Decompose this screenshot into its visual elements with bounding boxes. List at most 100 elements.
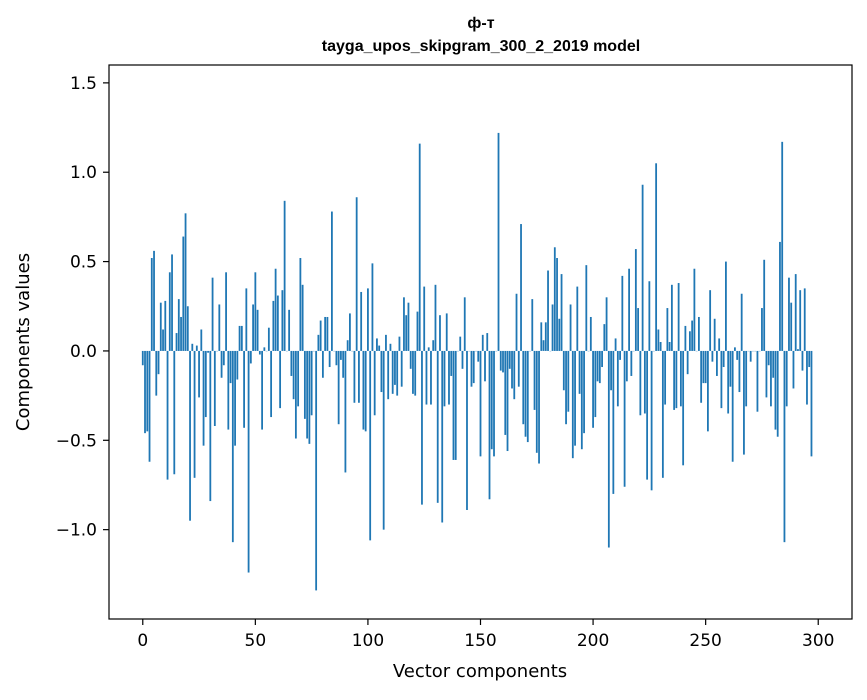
bar-222 bbox=[642, 185, 644, 351]
bar-42 bbox=[236, 351, 238, 380]
bar-20 bbox=[187, 306, 189, 351]
chart-subtitle: tayga_upos_skipgram_300_2_2019 model bbox=[322, 38, 640, 55]
bar-74 bbox=[308, 351, 310, 444]
bar-214 bbox=[624, 351, 626, 487]
bar-151 bbox=[482, 335, 484, 351]
bar-210 bbox=[615, 338, 617, 351]
bar-127 bbox=[428, 347, 430, 351]
bar-284 bbox=[781, 142, 783, 351]
bar-263 bbox=[734, 347, 736, 351]
bar-235 bbox=[671, 285, 673, 351]
bar-173 bbox=[531, 299, 533, 351]
bar-240 bbox=[682, 351, 684, 465]
bar-211 bbox=[617, 351, 619, 406]
bar-26 bbox=[200, 329, 202, 350]
bar-183 bbox=[554, 247, 556, 351]
bar-283 bbox=[779, 242, 781, 351]
bar-207 bbox=[608, 351, 610, 548]
bar-29 bbox=[207, 351, 209, 353]
bar-90 bbox=[345, 351, 347, 473]
bar-264 bbox=[736, 351, 738, 360]
bar-13 bbox=[171, 254, 173, 351]
bar-256 bbox=[718, 338, 720, 351]
bar-253 bbox=[712, 351, 714, 362]
bar-168 bbox=[520, 224, 522, 351]
bar-100 bbox=[367, 288, 369, 351]
bar-119 bbox=[410, 351, 412, 369]
bar-109 bbox=[387, 351, 389, 399]
y-axis-ticks: −1.0−0.50.00.51.01.5 bbox=[56, 74, 109, 541]
bar-116 bbox=[403, 297, 405, 351]
bar-208 bbox=[610, 351, 612, 390]
bar-73 bbox=[306, 351, 308, 439]
bar-250 bbox=[705, 351, 707, 383]
bar-223 bbox=[644, 351, 646, 414]
bar-159 bbox=[500, 351, 502, 371]
bar-59 bbox=[275, 269, 277, 351]
bar-209 bbox=[612, 351, 614, 494]
bar-36 bbox=[223, 351, 225, 365]
bar-268 bbox=[745, 351, 747, 406]
bar-163 bbox=[509, 351, 511, 369]
bar-97 bbox=[360, 292, 362, 351]
bar-190 bbox=[570, 304, 572, 350]
x-tick-label: 0 bbox=[137, 631, 148, 651]
bar-56 bbox=[268, 328, 270, 351]
bar-261 bbox=[730, 351, 732, 387]
bar-155 bbox=[491, 351, 493, 449]
bar-79 bbox=[320, 321, 322, 351]
bar-80 bbox=[322, 351, 324, 378]
bar-66 bbox=[290, 351, 292, 376]
bar-25 bbox=[198, 351, 200, 397]
bar-166 bbox=[516, 294, 518, 351]
bar-38 bbox=[227, 351, 229, 430]
bar-77 bbox=[315, 351, 317, 590]
bar-228 bbox=[655, 163, 657, 351]
bars-group bbox=[142, 133, 813, 591]
bar-287 bbox=[788, 278, 790, 351]
bar-5 bbox=[153, 251, 155, 351]
bar-117 bbox=[405, 315, 407, 351]
bar-128 bbox=[430, 351, 432, 405]
bar-101 bbox=[369, 351, 371, 540]
chart-title: ф-т bbox=[467, 15, 494, 32]
bar-161 bbox=[504, 351, 506, 435]
bar-54 bbox=[263, 347, 265, 351]
y-tick-label: 0.0 bbox=[70, 342, 97, 362]
bar-146 bbox=[471, 351, 473, 387]
bar-216 bbox=[628, 269, 630, 351]
bar-141 bbox=[459, 337, 461, 351]
bar-30 bbox=[209, 351, 211, 501]
bar-186 bbox=[561, 274, 563, 351]
bar-24 bbox=[196, 346, 198, 351]
bar-254 bbox=[714, 319, 716, 351]
bar-236 bbox=[673, 351, 675, 410]
bar-51 bbox=[257, 310, 259, 351]
bar-262 bbox=[732, 351, 734, 462]
bar-130 bbox=[435, 285, 437, 351]
bar-84 bbox=[331, 212, 333, 351]
bar-276 bbox=[763, 260, 765, 351]
bar-139 bbox=[455, 351, 457, 460]
bar-192 bbox=[574, 351, 576, 446]
y-tick-label: −0.5 bbox=[56, 431, 97, 451]
bar-122 bbox=[417, 312, 419, 351]
x-tick-label: 200 bbox=[577, 631, 609, 651]
bar-229 bbox=[657, 329, 659, 350]
bar-52 bbox=[259, 351, 261, 355]
bar-280 bbox=[772, 351, 774, 378]
y-tick-label: −1.0 bbox=[56, 521, 97, 541]
bar-185 bbox=[558, 319, 560, 351]
bar-292 bbox=[799, 290, 801, 351]
bar-39 bbox=[230, 351, 232, 383]
bar-134 bbox=[444, 351, 446, 406]
bar-252 bbox=[709, 290, 711, 351]
bar-244 bbox=[691, 321, 693, 351]
bar-205 bbox=[603, 324, 605, 351]
bar-196 bbox=[583, 351, 585, 433]
bar-86 bbox=[336, 351, 338, 365]
bar-102 bbox=[372, 263, 374, 351]
bar-135 bbox=[446, 313, 448, 351]
bar-245 bbox=[693, 269, 695, 351]
bar-247 bbox=[698, 317, 700, 351]
